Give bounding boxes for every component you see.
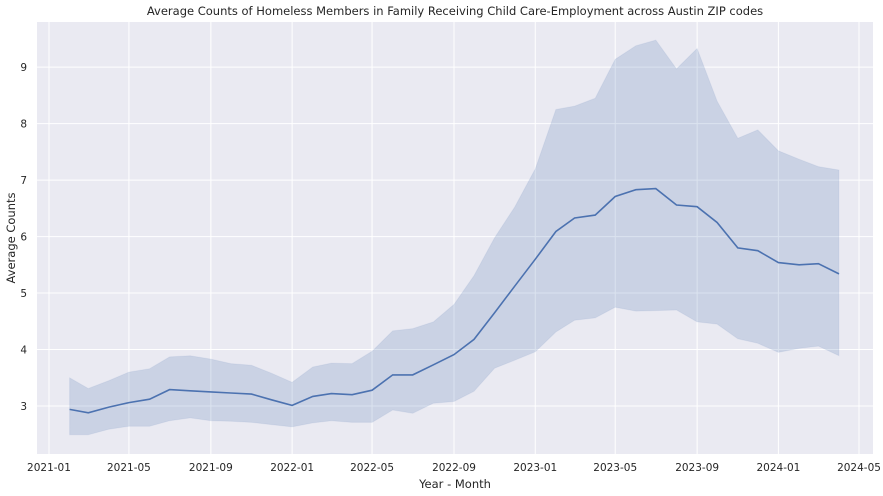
x-tick-label: 2021-05	[107, 462, 151, 474]
y-tick-label: 6	[20, 232, 27, 244]
x-tick-label: 2021-01	[27, 462, 71, 474]
y-tick-label: 4	[20, 345, 27, 357]
y-axis-label: Average Counts	[4, 192, 18, 283]
x-tick-label: 2022-05	[350, 462, 394, 474]
y-tick-label: 7	[20, 175, 27, 187]
x-tick-label: 2024-05	[837, 462, 881, 474]
y-tick-label: 3	[20, 401, 27, 413]
y-tick-label: 9	[20, 62, 27, 74]
x-tick-label: 2023-05	[593, 462, 637, 474]
x-axis-label: Year - Month	[418, 477, 491, 491]
plot-background	[37, 22, 873, 454]
mean-line	[69, 187, 840, 414]
x-tick-label: 2023-09	[675, 462, 719, 474]
y-tick-label: 8	[20, 119, 27, 131]
x-tick-labels: 2021-01 2021-05 2021-09 2022-01 2022-05 2022-…	[27, 462, 881, 474]
grid-lines	[37, 22, 873, 454]
confidence-band	[69, 39, 840, 436]
x-tick-label: 2024-01	[756, 462, 800, 474]
y-tick-label: 5	[20, 288, 27, 300]
x-tick-label: 2022-01	[270, 462, 314, 474]
chart-title: Average Counts of Homeless Members in Fa…	[147, 4, 763, 18]
y-tick-labels: 3 4 5 6 7 8 9	[20, 62, 27, 413]
x-tick-label: 2022-09	[432, 462, 476, 474]
x-tick-label: 2023-01	[513, 462, 557, 474]
x-tick-label: 2021-09	[189, 462, 233, 474]
